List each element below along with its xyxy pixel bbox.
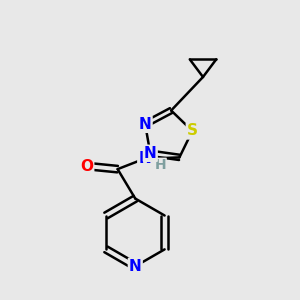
Text: N: N <box>138 151 151 166</box>
Text: O: O <box>80 159 93 174</box>
Text: N: N <box>129 259 142 274</box>
Text: H: H <box>154 158 166 172</box>
Text: N: N <box>144 146 157 161</box>
Text: N: N <box>139 117 152 132</box>
Text: S: S <box>187 123 198 138</box>
